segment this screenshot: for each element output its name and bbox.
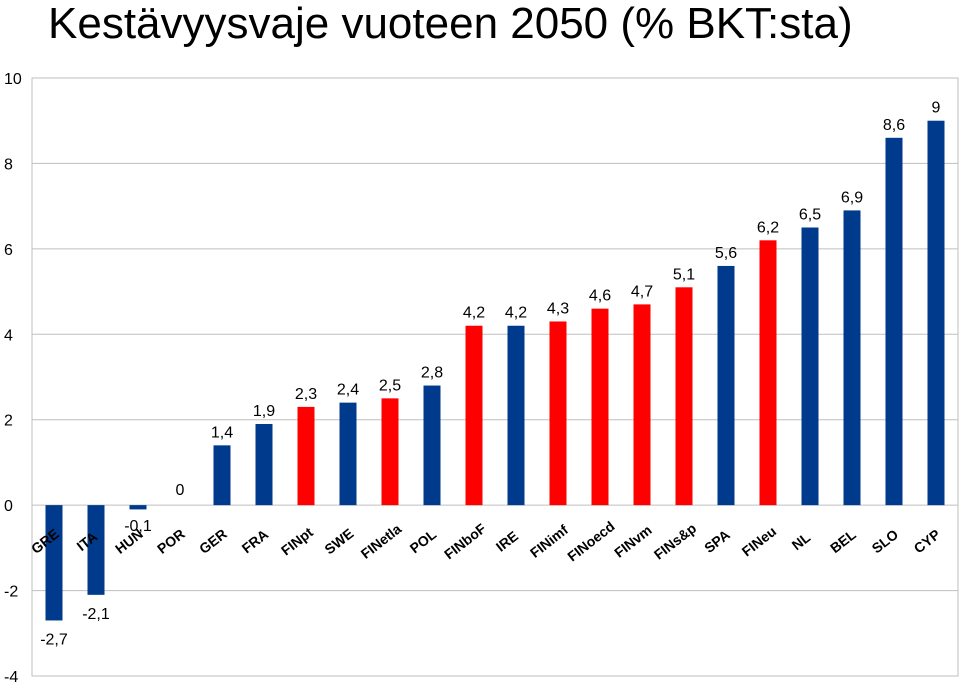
bar — [927, 120, 945, 506]
category-label: POL — [407, 526, 440, 557]
category-label: IRE — [493, 528, 521, 555]
bar — [633, 304, 651, 506]
data-label: 9 — [932, 100, 941, 117]
bar — [885, 137, 903, 506]
category-label: SPA — [701, 526, 733, 556]
plot-area — [31, 77, 959, 677]
data-label: 5,1 — [673, 266, 695, 283]
data-label: 2,3 — [295, 386, 317, 403]
bar — [801, 227, 819, 506]
y-tick-label: 8 — [4, 156, 13, 173]
data-label: 4,7 — [631, 283, 653, 300]
category-label: FINoecd — [564, 518, 617, 565]
data-label: 1,4 — [211, 424, 233, 441]
category-label: SLO — [869, 526, 902, 556]
bar — [129, 505, 147, 510]
data-label: 8,6 — [883, 117, 905, 134]
bar — [87, 505, 105, 595]
data-label: 4,3 — [547, 300, 569, 317]
data-label: 6,9 — [841, 189, 863, 206]
data-label: 6,2 — [757, 219, 779, 236]
bar — [591, 308, 609, 506]
category-label: NL — [789, 529, 814, 553]
category-label: FINetla — [358, 520, 405, 561]
chart-title: Kestävyysvaje vuoteen 2050 (% BKT:sta) — [48, 0, 853, 48]
bar — [507, 325, 525, 506]
bar — [339, 402, 357, 506]
category-label: FINeu — [739, 523, 779, 560]
y-tick-label: 0 — [4, 498, 13, 515]
y-tick-label: -4 — [4, 669, 18, 683]
category-label: POR — [154, 526, 188, 557]
y-tick-label: -2 — [4, 584, 18, 601]
y-tick-label: 4 — [4, 327, 13, 344]
bar — [843, 210, 861, 506]
data-label: -2,1 — [82, 606, 110, 623]
y-tick-label: 2 — [4, 413, 13, 430]
data-label: 4,2 — [505, 305, 527, 322]
category-label: SWE — [321, 525, 356, 557]
bar — [381, 398, 399, 506]
bar — [297, 406, 315, 506]
category-label: FINboF — [441, 520, 489, 563]
category-label: FRA — [239, 526, 272, 556]
category-label: FINpt — [278, 524, 316, 559]
data-label: 5,6 — [715, 245, 737, 262]
bar — [549, 321, 567, 506]
bar — [717, 265, 735, 506]
data-label: 4,6 — [589, 288, 611, 305]
category-label: GER — [196, 526, 230, 557]
data-label: 0 — [176, 482, 185, 499]
category-label: FINvm — [611, 522, 655, 561]
data-label: 6,5 — [799, 207, 821, 224]
category-label: CYP — [911, 526, 944, 556]
bar — [213, 445, 231, 506]
data-label: 4,2 — [463, 305, 485, 322]
data-label: 2,5 — [379, 377, 401, 394]
bar — [423, 385, 441, 506]
data-label: -2,7 — [40, 631, 68, 648]
category-label: BEL — [827, 526, 859, 556]
y-tick-label: 6 — [4, 242, 13, 259]
data-label: 1,9 — [253, 403, 275, 420]
bar — [465, 325, 483, 506]
category-label: FINimf — [527, 521, 571, 561]
y-tick-label: 10 — [4, 71, 22, 88]
bar — [675, 287, 693, 506]
bar — [759, 240, 777, 506]
bar — [255, 423, 273, 506]
data-label: 2,4 — [337, 382, 359, 399]
data-label: -0,1 — [124, 518, 152, 535]
data-label: 2,8 — [421, 365, 443, 382]
bar — [45, 505, 63, 621]
category-label: FINs&p — [651, 520, 699, 563]
